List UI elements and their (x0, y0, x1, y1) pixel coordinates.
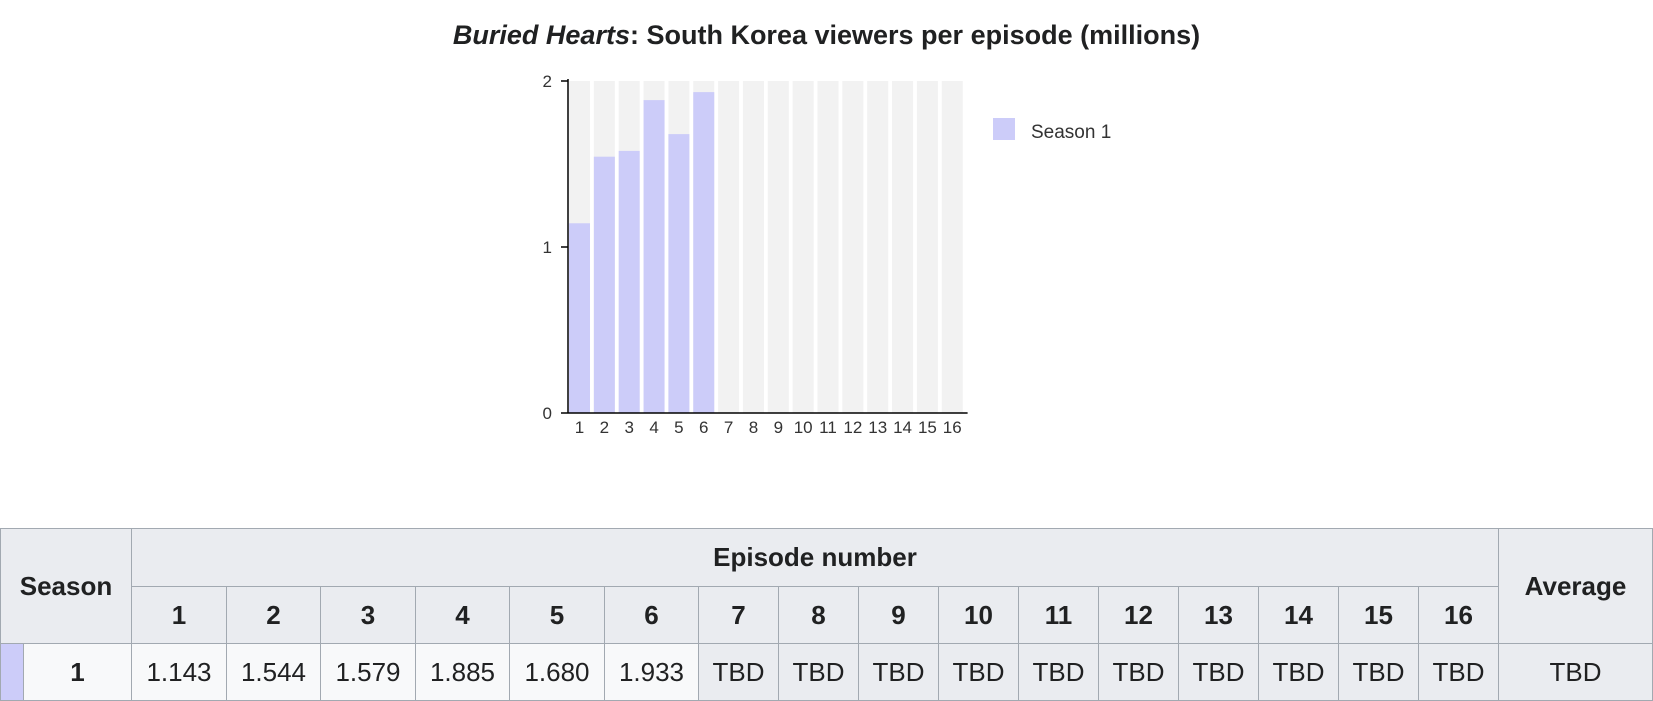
column-background (867, 81, 889, 413)
x-tick-label: 14 (893, 418, 912, 437)
bar-episode-3 (618, 150, 640, 414)
column-background (842, 81, 864, 413)
chart-title-show: Buried Hearts (452, 20, 630, 50)
episode-header-8: 8 (778, 586, 859, 644)
viewers-cell-ep-9: TBD (858, 643, 939, 701)
viewers-cell-ep-10: TBD (938, 643, 1019, 701)
episode-header-3: 3 (320, 586, 416, 644)
viewers-cell-ep-6: 1.933 (604, 643, 699, 701)
average-header: Average (1498, 528, 1653, 644)
column-background (718, 81, 740, 413)
chart-title-rest: : South Korea viewers per episode (milli… (629, 20, 1201, 50)
viewers-cell-ep-4: 1.885 (415, 643, 510, 701)
bar-episode-2 (593, 156, 615, 414)
column-background (767, 81, 789, 413)
x-tick-label: 3 (624, 418, 633, 437)
x-tick-label: 1 (575, 418, 584, 437)
x-tick-label: 6 (699, 418, 708, 437)
column-background (892, 81, 914, 413)
chart-title: Buried Hearts: South Korea viewers per e… (0, 20, 1653, 51)
bar-episode-5 (668, 134, 690, 413)
average-cell: TBD (1498, 643, 1653, 701)
table-row: 1 1.143 1.544 1.579 1.885 1.680 1.933 TBD TBD TBD… (0, 643, 1653, 701)
viewers-cell-ep-12: TBD (1098, 643, 1179, 701)
episode-header-2: 2 (226, 586, 321, 644)
legend-swatch (993, 118, 1015, 140)
episode-header-14: 14 (1258, 586, 1339, 644)
episode-header-15: 15 (1338, 586, 1419, 644)
episode-header-11: 11 (1018, 586, 1099, 644)
x-tick-label: 4 (649, 418, 658, 437)
x-tick-label: 8 (749, 418, 758, 437)
x-tick-label: 13 (868, 418, 887, 437)
x-tick-label: 9 (774, 418, 783, 437)
bar-episode-4 (643, 100, 665, 413)
viewers-cell-ep-11: TBD (1018, 643, 1099, 701)
x-tick-label: 11 (819, 418, 837, 437)
viewers-cell-ep-16: TBD (1418, 643, 1499, 701)
bar-episode-6 (693, 92, 715, 413)
column-background (817, 81, 839, 413)
episode-header-7: 7 (698, 586, 779, 644)
viewers-cell-ep-15: TBD (1338, 643, 1419, 701)
column-background (916, 81, 938, 413)
x-tick-label: 16 (943, 418, 962, 437)
viewers-cell-ep-8: TBD (778, 643, 859, 701)
season-color-swatch (0, 643, 24, 701)
bar-episode-1 (569, 223, 590, 413)
episode-number-header: Episode number (131, 528, 1499, 587)
viewers-cell-ep-3: 1.579 (320, 643, 416, 701)
viewers-cell-ep-14: TBD (1258, 643, 1339, 701)
y-tick-label: 2 (543, 72, 552, 91)
y-tick-label: 0 (543, 404, 552, 423)
viewers-cell-ep-1: 1.143 (131, 643, 227, 701)
column-background (742, 81, 764, 413)
viewers-cell-ep-13: TBD (1178, 643, 1259, 701)
episode-header-13: 13 (1178, 586, 1259, 644)
episode-header-5: 5 (509, 586, 605, 644)
viewers-cell-ep-2: 1.544 (226, 643, 321, 701)
y-tick-label: 1 (543, 238, 552, 257)
episode-header-1: 1 (131, 586, 227, 644)
x-tick-label: 7 (724, 418, 733, 437)
viewers-cell-ep-7: TBD (698, 643, 779, 701)
viewers-cell-ep-5: 1.680 (509, 643, 605, 701)
x-tick-label: 12 (843, 418, 862, 437)
x-tick-label: 5 (674, 418, 683, 437)
column-background (792, 81, 814, 413)
x-tick-label: 10 (794, 418, 813, 437)
x-tick-label: 2 (600, 418, 609, 437)
column-background (941, 81, 963, 413)
episode-header-12: 12 (1098, 586, 1179, 644)
episode-header-9: 9 (858, 586, 939, 644)
x-tick-label: 15 (918, 418, 937, 437)
episode-header-10: 10 (938, 586, 1019, 644)
episode-header-6: 6 (604, 586, 699, 644)
legend-label: Season 1 (1031, 122, 1111, 143)
episode-header-16: 16 (1418, 586, 1499, 644)
season-number-cell: 1 (23, 643, 132, 701)
season-header: Season (0, 528, 132, 644)
episode-header-4: 4 (415, 586, 510, 644)
